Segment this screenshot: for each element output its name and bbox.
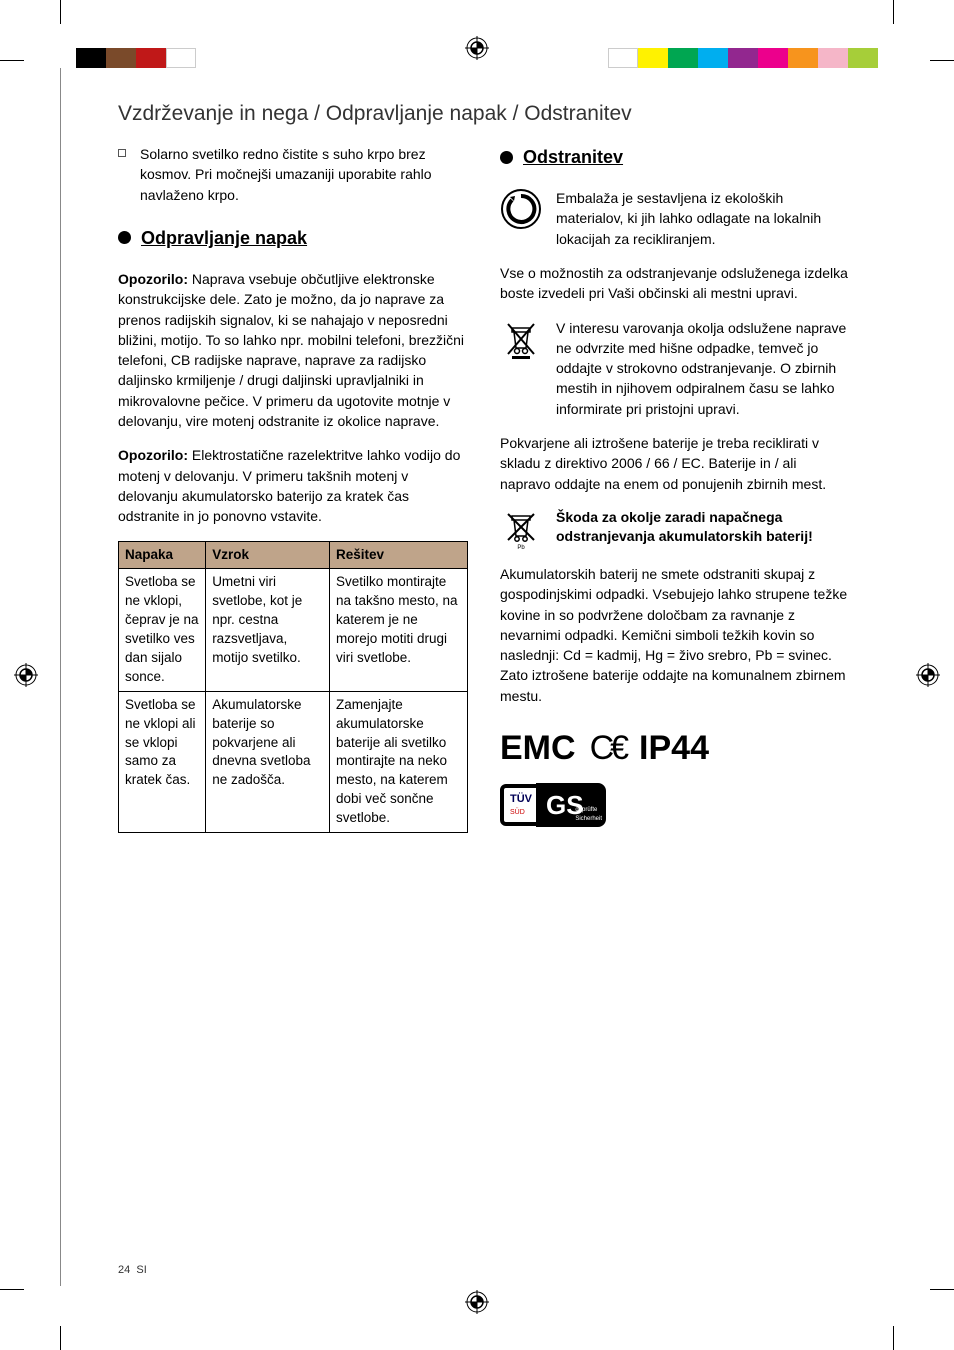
warning-label: Opozorilo: [118,447,188,463]
bullet-icon [118,149,126,157]
heading-disposal: Odstranitev [523,144,623,170]
battery-disposal-para: Akumulatorskih baterij ne smete odstrani… [500,564,850,706]
tuv-label: TÜV [510,793,532,805]
weee-icon [500,318,542,360]
page-title: Vzdrževanje in nega / Odpravljanje napak… [118,102,632,126]
margin-line [60,68,61,1286]
table-cell: Umetni viri svetlobe, kot je npr. cestna… [206,569,330,691]
registration-mark [14,663,38,687]
dot-icon [118,231,131,244]
emc-mark: EMC [500,724,576,773]
color-bar-right [608,48,878,68]
intro-text: Solarno svetilko redno čistite s suho kr… [140,144,468,205]
warning-text: Naprava vsebuje občutljive elektronske k… [118,271,464,429]
tuv-gs-badge: TÜVSÜD [500,783,606,827]
table-cell: Svetloba se ne vklopi, čeprav je na svet… [119,569,206,691]
heading-troubleshooting: Odpravljanje napak [141,225,307,251]
certification-row: EMC C€ IP44 [500,724,850,773]
table-header: Rešitev [329,541,467,569]
page-footer: 24 SI [118,1264,147,1276]
battery-bin-icon: Pb [500,508,542,550]
registration-mark [465,1290,489,1314]
ip-rating: IP44 [639,724,709,773]
page-lang: SI [136,1264,146,1276]
troubleshooting-table: NapakaVzrokRešitev Svetloba se ne vklopi… [118,541,468,833]
weee-text: V interesu varovanja okolja odslužene na… [556,318,850,419]
page-number: 24 [118,1264,130,1276]
table-row: Svetloba se ne vklopi ali se vklopi samo… [119,691,468,832]
table-cell: Zamenjajte akumulatorske baterije ali sv… [329,691,467,832]
dot-icon [500,151,513,164]
svg-text:Pb: Pb [517,545,525,550]
table-header: Vzrok [206,541,330,569]
left-column: Solarno svetilko redno čistite s suho kr… [118,144,468,833]
color-bar-left [76,48,196,68]
right-column: Odstranitev Embalaža je sestavljena iz e… [500,144,850,833]
recycle-icon [500,188,542,230]
table-cell: Akumulatorske baterije so pokvarjene ali… [206,691,330,832]
battery-warning-heading: Škoda za okolje zaradi napačnega odstran… [556,508,850,546]
registration-mark [916,663,940,687]
registration-mark [465,36,489,60]
table-cell: Svetloba se ne vklopi ali se vklopi samo… [119,691,206,832]
warning-label: Opozorilo: [118,271,188,287]
disposal-para: Vse o možnostih za odstranjevanje odsluž… [500,263,850,304]
battery-directive-para: Pokvarjene ali iztrošene baterije je tre… [500,433,850,494]
table-row: Svetloba se ne vklopi, čeprav je na svet… [119,569,468,691]
table-cell: Svetilko monti­rajte na takšno mesto, na… [329,569,467,691]
recycle-text: Embalaža je sestavljena iz ekoloških mat… [556,188,850,249]
table-header: Napaka [119,541,206,569]
ce-mark: C€ [590,724,625,773]
